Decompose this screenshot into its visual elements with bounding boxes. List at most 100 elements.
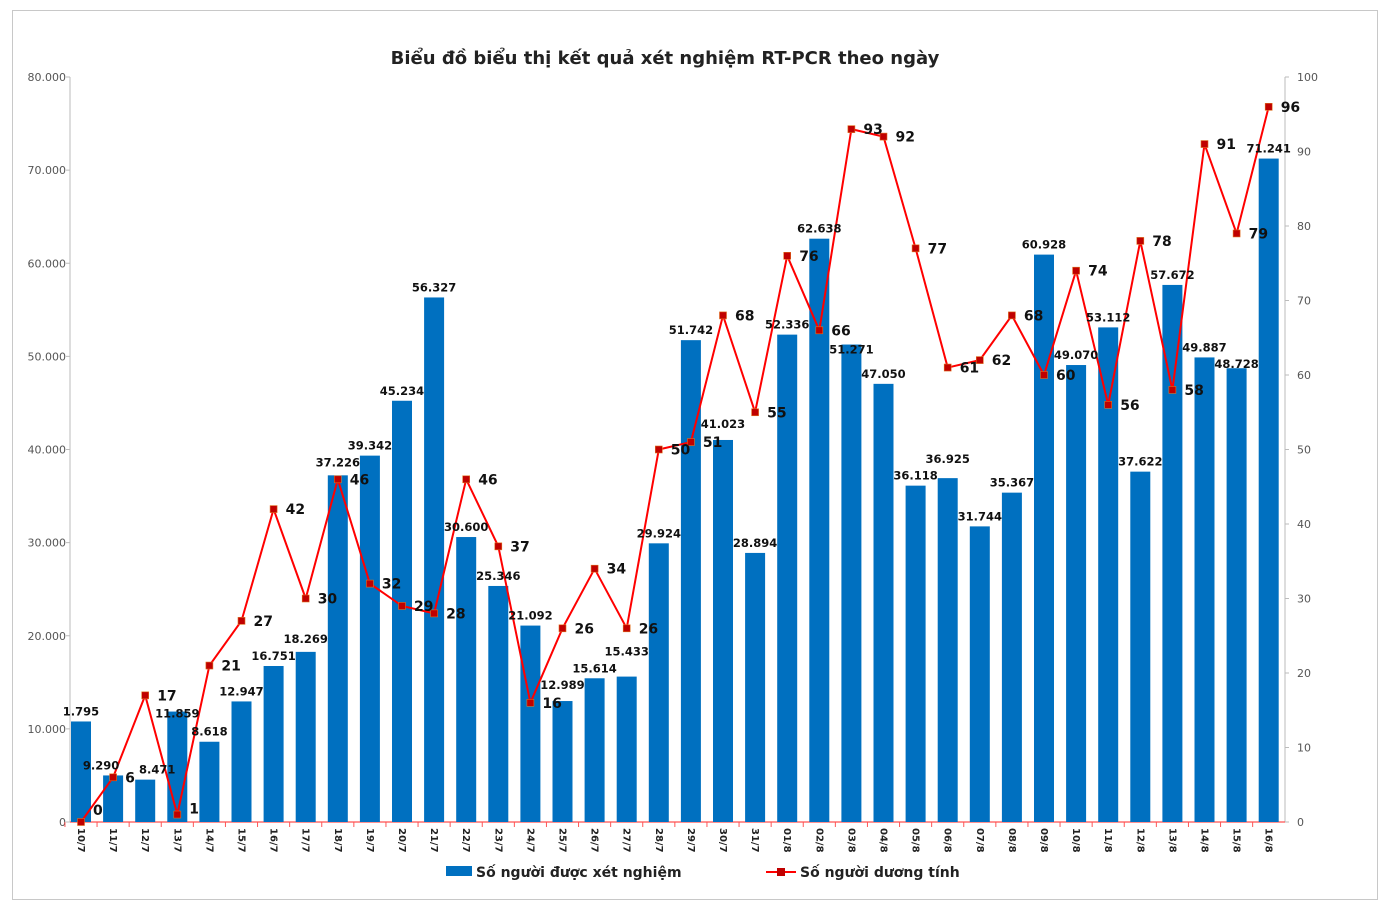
line-data-label: 62: [992, 353, 1011, 369]
bar-data-label: 53.112: [1086, 310, 1130, 324]
line-data-label: 91: [1217, 137, 1236, 153]
bar: [520, 625, 541, 822]
line-data-label: 17: [157, 688, 176, 704]
x-tick-label: 12/7: [139, 828, 150, 853]
bar-data-label: 41.023: [701, 417, 745, 431]
line-data-label: 30: [318, 592, 338, 608]
x-tick-label: 07/8: [974, 828, 985, 853]
x-tick-label: 08/8: [1006, 828, 1017, 853]
x-tick-label: 16/7: [268, 828, 279, 853]
bar-data-label: 39.342: [348, 439, 392, 453]
x-tick-label: 15/7: [236, 828, 247, 853]
line-marker: [1200, 140, 1209, 148]
bar: [584, 678, 605, 822]
line-data-label: 32: [382, 577, 401, 593]
bar: [969, 526, 990, 822]
left-tick-label: 70.000: [28, 164, 67, 177]
bar: [1034, 254, 1054, 822]
bar-data-label: 51.742: [669, 323, 713, 337]
x-tick-label: 27/7: [621, 828, 632, 853]
line-marker: [398, 602, 406, 610]
bar-data-label: 51.271: [829, 343, 873, 357]
x-tick-label: 02/8: [813, 828, 824, 853]
bar-data-label: 25.346: [476, 569, 520, 583]
x-tick-label: 30/7: [717, 828, 728, 853]
bar: [777, 334, 798, 822]
line-data-label: 28: [446, 606, 465, 622]
bar: [841, 344, 862, 822]
right-tick-label: 30: [1297, 593, 1311, 606]
x-tick-label: 29/7: [685, 828, 696, 853]
bar: [488, 585, 509, 822]
x-tick-label: 13/8: [1166, 828, 1177, 853]
line-data-label: 66: [831, 323, 850, 339]
line-marker: [1008, 311, 1016, 320]
bar-data-label: 29.924: [637, 526, 681, 540]
x-tick-label: 28/7: [653, 828, 664, 853]
line-data-label: 1: [189, 802, 199, 818]
line-data-label: 21: [221, 659, 240, 675]
line-data-label: 74: [1088, 264, 1108, 280]
bar: [1066, 365, 1087, 822]
line-data-label: 77: [928, 241, 947, 257]
left-tick-label: 50.000: [28, 350, 67, 363]
bar-data-label: 49.887: [1182, 340, 1226, 354]
x-tick-label: 21/7: [428, 828, 439, 853]
right-tick-label: 10: [1297, 742, 1311, 755]
x-tick-label: 26/7: [589, 828, 600, 853]
bar: [552, 701, 573, 822]
line-marker: [1136, 237, 1145, 245]
line-data-label: 16: [542, 696, 561, 712]
bar: [680, 340, 701, 822]
line-marker: [622, 624, 631, 633]
bar-data-label: 71.241: [1247, 142, 1291, 156]
line-data-label: 51: [703, 435, 722, 451]
x-tick-label: 11/7: [107, 828, 118, 853]
line-data-label: 68: [1024, 308, 1043, 324]
x-tick-label: 01/8: [781, 828, 792, 853]
bar-data-label: 35.367: [990, 476, 1034, 490]
bar-data-label: 37.226: [316, 455, 360, 469]
right-tick-label: 60: [1297, 369, 1311, 382]
line-data-label: 46: [350, 472, 369, 488]
line-data-label: 26: [639, 621, 658, 637]
x-tick-label: 09/8: [1038, 828, 1049, 853]
bar: [359, 455, 380, 822]
line-data-label: 37: [510, 539, 529, 555]
line-marker: [462, 475, 471, 484]
line-marker: [205, 661, 214, 670]
line-marker: [1264, 103, 1273, 111]
line-data-label: 68: [735, 308, 754, 324]
bar: [71, 721, 91, 822]
left-tick-label: 60.000: [28, 257, 67, 270]
x-tick-label: 25/7: [557, 828, 568, 853]
bar-data-label: 8.471: [139, 763, 175, 777]
line-marker: [590, 564, 599, 573]
bar: [231, 701, 252, 822]
line-marker: [333, 475, 342, 484]
line-marker: [911, 244, 920, 253]
bar-data-label: 45.234: [380, 384, 424, 398]
bar-data-label: 15.433: [605, 645, 649, 659]
bar: [456, 537, 477, 822]
line-data-label: 92: [896, 130, 915, 146]
line-marker: [237, 617, 246, 625]
bar: [135, 779, 156, 822]
left-tick-label: 0: [59, 816, 66, 829]
bar: [424, 297, 445, 822]
line-marker: [173, 810, 182, 819]
x-tick-label: 12/8: [1134, 828, 1145, 853]
bar: [1226, 368, 1247, 822]
bar-data-label: 57.672: [1150, 268, 1194, 282]
line-data-label: 34: [607, 562, 627, 578]
line-data-label: 79: [1249, 226, 1268, 242]
line-marker: [269, 505, 278, 513]
bar: [263, 666, 284, 822]
bar: [199, 741, 220, 822]
line-data-label: 60: [1056, 368, 1076, 384]
right-tick-label: 50: [1297, 444, 1311, 457]
x-tick-label: 14/7: [203, 828, 214, 853]
right-tick-label: 80: [1297, 220, 1311, 233]
bar: [745, 552, 766, 822]
line-marker: [109, 773, 117, 782]
